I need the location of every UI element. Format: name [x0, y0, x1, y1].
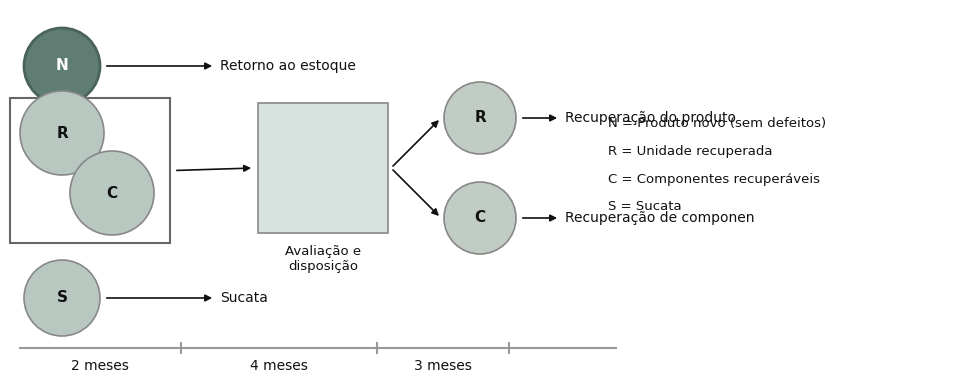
- Ellipse shape: [70, 151, 153, 235]
- Text: S: S: [57, 291, 67, 305]
- Text: Recuperação de componen: Recuperação de componen: [565, 211, 753, 225]
- Text: 2 meses: 2 meses: [71, 359, 129, 373]
- Text: Avaliação e
disposição: Avaliação e disposição: [284, 245, 361, 273]
- Ellipse shape: [444, 82, 516, 154]
- Text: N = Produto novo (sem defeitos): N = Produto novo (sem defeitos): [608, 116, 826, 130]
- Text: R = Unidade recuperada: R = Unidade recuperada: [608, 144, 772, 158]
- Text: R: R: [56, 125, 67, 140]
- Text: N: N: [56, 59, 68, 73]
- Text: 3 meses: 3 meses: [413, 359, 471, 373]
- Text: C = Componentes recuperáveis: C = Componentes recuperáveis: [608, 173, 819, 185]
- Ellipse shape: [20, 91, 104, 175]
- Bar: [10, 98, 170, 243]
- Text: Sucata: Sucata: [220, 291, 268, 305]
- Ellipse shape: [24, 260, 100, 336]
- Text: S = Sucata: S = Sucata: [608, 201, 681, 213]
- Text: R: R: [474, 111, 486, 125]
- Text: Retorno ao estoque: Retorno ao estoque: [220, 59, 356, 73]
- Text: C: C: [474, 211, 485, 225]
- Text: C: C: [106, 185, 117, 201]
- Ellipse shape: [24, 28, 100, 104]
- Text: 4 meses: 4 meses: [249, 359, 308, 373]
- Ellipse shape: [444, 182, 516, 254]
- Text: Recuperação do produto: Recuperação do produto: [565, 111, 736, 125]
- Bar: [258, 103, 388, 233]
